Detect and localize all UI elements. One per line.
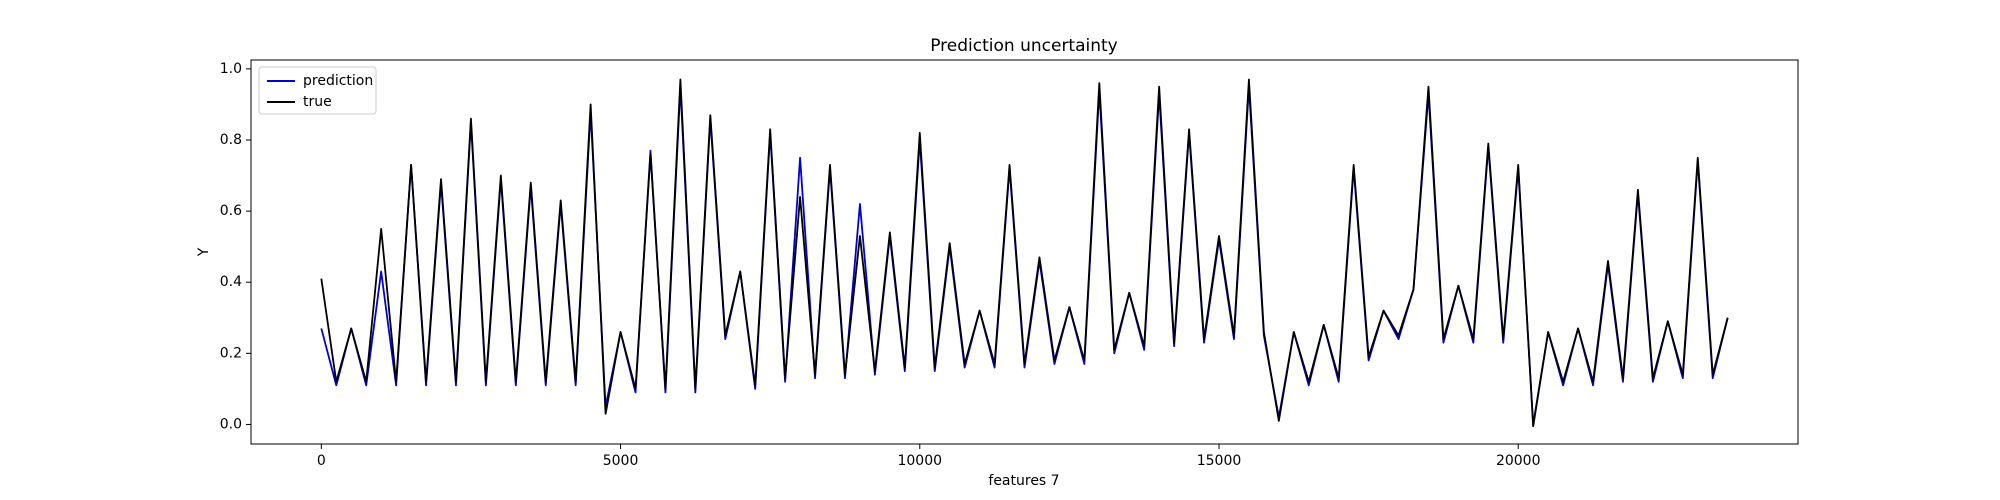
legend: prediction true — [258, 66, 377, 115]
x-tick-label: 0 — [317, 453, 326, 469]
x-tick-label: 20000 — [1496, 453, 1541, 469]
legend-label: prediction — [303, 73, 373, 89]
plot-frame — [250, 59, 1799, 445]
y-tick-label: 0.6 — [220, 203, 242, 219]
x-tick-label: 5000 — [603, 453, 639, 469]
y-tick-label: 0.2 — [220, 345, 242, 361]
chart-title: Prediction uncertainty — [930, 36, 1118, 56]
series-line — [320, 78, 1729, 428]
x-axis-label: features 7 — [988, 473, 1059, 489]
y-tick-label: 0.8 — [220, 132, 242, 148]
x-tick-label: 10000 — [897, 453, 942, 469]
x-tick-label: 15000 — [1197, 453, 1242, 469]
y-tick-label: 0.0 — [220, 416, 242, 432]
y-tick-label: 0.4 — [220, 274, 242, 290]
y-tick-label: 1.0 — [220, 61, 242, 77]
y-axis-label: Y — [196, 247, 212, 257]
legend-label: true — [303, 94, 332, 110]
